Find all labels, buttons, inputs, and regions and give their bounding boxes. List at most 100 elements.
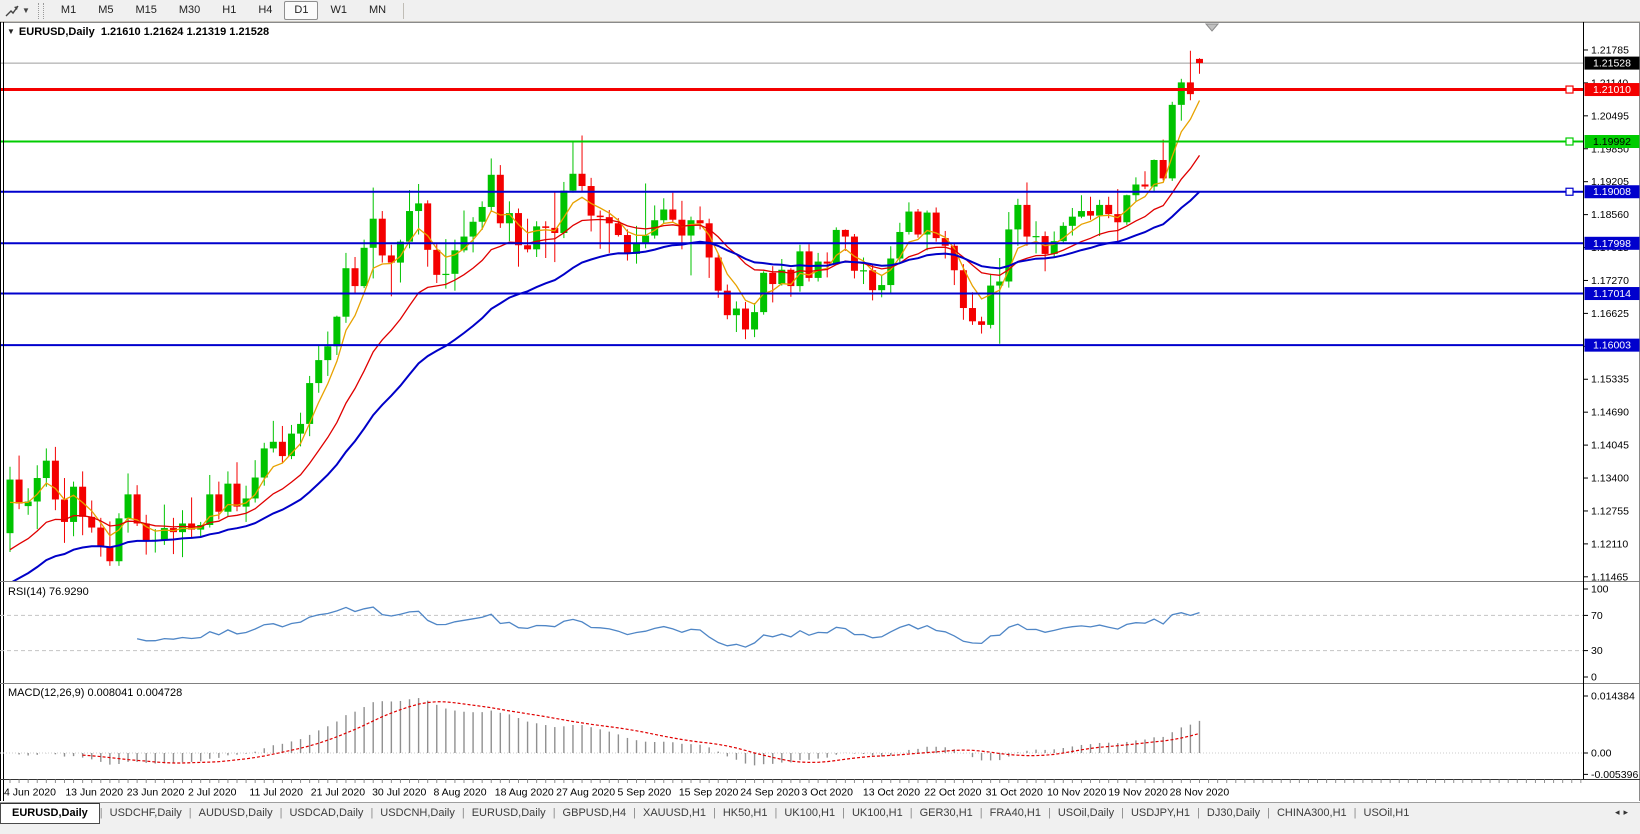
symbol-tab-6-gbpusd-h4[interactable]: GBPUSD,H4 bbox=[562, 807, 627, 819]
symbol-tab-11-ger30-h1[interactable]: GER30,H1 bbox=[919, 807, 973, 819]
timeframe-button-m1[interactable]: M1 bbox=[60, 4, 77, 16]
date-label: 18 Aug 2020 bbox=[495, 787, 554, 799]
symbol-tab-4-usdcnh-daily[interactable]: USDCNH,Daily bbox=[380, 807, 455, 819]
svg-text:1.17014: 1.17014 bbox=[1593, 288, 1631, 300]
toolbar-grip bbox=[37, 2, 44, 19]
current-price-badge: 1.21528 bbox=[1584, 56, 1640, 70]
svg-text:1.15335: 1.15335 bbox=[1591, 374, 1629, 386]
symbol-tab-0-eurusd-daily[interactable]: EURUSD,Daily bbox=[0, 803, 100, 824]
tab-separator: | bbox=[461, 807, 465, 819]
symbol-tab-14-usdjpy-h1[interactable]: USDJPY,H1 bbox=[1130, 807, 1191, 819]
date-label: 27 Aug 2020 bbox=[556, 787, 615, 799]
tab-separator: | bbox=[842, 807, 845, 819]
tab-separator: | bbox=[1121, 807, 1124, 819]
chart-ohlc-values: 1.21610 1.21624 1.21319 1.21528 bbox=[100, 26, 270, 38]
timeframe-button-d1[interactable]: D1 bbox=[284, 1, 319, 20]
one-click-trading-toggle-icon[interactable]: ▼ bbox=[7, 27, 15, 36]
svg-text:1.12755: 1.12755 bbox=[1591, 505, 1629, 517]
svg-text:100: 100 bbox=[1591, 584, 1609, 596]
date-label: 15 Sep 2020 bbox=[679, 787, 739, 799]
symbol-tab-5-eurusd-daily[interactable]: EURUSD,Daily bbox=[471, 807, 546, 819]
svg-text:1.21010: 1.21010 bbox=[1593, 84, 1631, 96]
moving-average-line-5 bbox=[9, 100, 1201, 537]
symbol-tab-13-usoil-daily[interactable]: USOil,Daily bbox=[1057, 807, 1115, 819]
date-label: 13 Oct 2020 bbox=[863, 787, 920, 799]
symbol-tab-12-fra40-h1[interactable]: FRA40,H1 bbox=[989, 807, 1041, 819]
svg-text:30: 30 bbox=[1591, 645, 1603, 657]
price-badge-1.21010: 1.21010 bbox=[1584, 83, 1640, 97]
symbol-tab-17-usoil-h1[interactable]: USOil,H1 bbox=[1363, 807, 1410, 819]
macd-indicator-label: MACD(12,26,9) 0.008041 0.004728 bbox=[8, 687, 183, 699]
timeframe-button-m30[interactable]: M30 bbox=[178, 4, 201, 16]
price-axis-ticks: 1.217851.211401.204951.198501.192051.185… bbox=[1583, 44, 1629, 583]
tab-separator: | bbox=[1267, 807, 1270, 819]
symbol-tab-7-xauusd-h1[interactable]: XAUUSD,H1 bbox=[642, 807, 706, 819]
svg-text:1.21785: 1.21785 bbox=[1591, 44, 1629, 56]
svg-text:1.19992: 1.19992 bbox=[1593, 136, 1631, 148]
tab-scroll-left-icon[interactable]: ◂ bbox=[1614, 807, 1624, 817]
rsi-line bbox=[136, 606, 1200, 648]
symbol-tab-1-usdchf-daily[interactable]: USDCHF,Daily bbox=[109, 807, 182, 819]
level-handle-1.19008[interactable] bbox=[1565, 187, 1574, 196]
tab-scroll-right-icon[interactable]: ▸ bbox=[1623, 807, 1632, 817]
price-badge-1.19992: 1.19992 bbox=[1584, 135, 1640, 149]
tab-separator: | bbox=[1197, 807, 1200, 819]
date-label: 22 Oct 2020 bbox=[924, 787, 981, 799]
level-handle-1.19992[interactable] bbox=[1565, 137, 1574, 146]
symbol-tab-16-china300-h1[interactable]: CHINA300,H1 bbox=[1276, 807, 1347, 819]
date-label: 5 Sep 2020 bbox=[618, 787, 672, 799]
svg-text:0.014384: 0.014384 bbox=[1591, 690, 1635, 702]
symbol-tab-9-uk100-h1[interactable]: UK100,H1 bbox=[784, 807, 836, 819]
svg-text:1.21528: 1.21528 bbox=[1593, 58, 1631, 70]
toolbar-separator bbox=[403, 2, 405, 19]
symbol-tabs: EURUSD,Daily | USDCHF,Daily | AUDUSD,Daily | U… bbox=[0, 803, 1416, 824]
svg-text:1.19008: 1.19008 bbox=[1593, 186, 1631, 198]
date-label: 4 Jun 2020 bbox=[4, 787, 56, 799]
top-toolbar: ▼ M1 M5 M15 M30 H1 H4 D1 W1 MN bbox=[0, 0, 1640, 22]
date-label: 2 Jul 2020 bbox=[188, 787, 237, 799]
tab-separator: | bbox=[370, 807, 374, 819]
symbol-tab-2-audusd-daily[interactable]: AUDUSD,Daily bbox=[198, 807, 273, 819]
timeframe-button-h4[interactable]: H4 bbox=[258, 4, 273, 16]
timeframe-button-m5[interactable]: M5 bbox=[98, 4, 114, 16]
chart-title: ▼ EURUSD,Daily 1.21610 1.21624 1.21319 1.… bbox=[7, 26, 269, 38]
price-badge-1.17998: 1.17998 bbox=[1584, 236, 1640, 250]
timeframe-button-h1[interactable]: H1 bbox=[222, 4, 237, 16]
timeframe-button-mn[interactable]: MN bbox=[368, 4, 387, 16]
tab-separator: | bbox=[712, 807, 716, 819]
svg-text:1.14045: 1.14045 bbox=[1591, 440, 1629, 452]
timeframe-button-w1[interactable]: W1 bbox=[330, 4, 347, 16]
date-axis: 4 Jun 2020 13 Jun 2020 23 Jun 2020 2 Jul 20… bbox=[4, 779, 1582, 799]
symbol-tab-bar: EURUSD,Daily | USDCHF,Daily | AUDUSD,Daily | U… bbox=[0, 802, 1640, 834]
timeframe-button-group: M1 M5 M15 M30 H1 H4 D1 W1 MN bbox=[50, 1, 397, 20]
svg-text:0.00: 0.00 bbox=[1591, 748, 1612, 760]
tab-separator: | bbox=[1353, 807, 1357, 819]
symbol-tab-10-uk100-h1[interactable]: UK100,H1 bbox=[851, 807, 903, 819]
candlestick-series bbox=[6, 50, 1203, 566]
svg-text:1.16003: 1.16003 bbox=[1593, 340, 1631, 352]
date-label: 30 Jul 2020 bbox=[372, 787, 426, 799]
svg-text:0: 0 bbox=[1591, 672, 1597, 684]
timeframe-button-m15[interactable]: M15 bbox=[135, 4, 157, 16]
chart-canvas[interactable]: 1.217851.211401.204951.198501.192051.185… bbox=[0, 0, 1640, 801]
macd-signal-line bbox=[82, 701, 1200, 764]
tab-separator: | bbox=[774, 807, 778, 819]
level-handle-1.21010[interactable] bbox=[1565, 85, 1574, 94]
svg-text:1.20495: 1.20495 bbox=[1591, 110, 1629, 122]
tab-scroll-nav: ◂▸ bbox=[1611, 803, 1640, 818]
date-label: 10 Nov 2020 bbox=[1047, 787, 1107, 799]
svg-text:1.14690: 1.14690 bbox=[1591, 407, 1629, 419]
svg-text:70: 70 bbox=[1591, 610, 1603, 622]
date-label: 19 Nov 2020 bbox=[1108, 787, 1168, 799]
cursor-tool-button[interactable]: ▼ bbox=[0, 0, 34, 21]
svg-text:1.12110: 1.12110 bbox=[1591, 538, 1628, 550]
date-label: 28 Nov 2020 bbox=[1170, 787, 1230, 799]
chart-shift-marker-icon[interactable] bbox=[1204, 23, 1220, 32]
tab-separator: | bbox=[633, 807, 636, 819]
symbol-tab-15-dj30-daily[interactable]: DJ30,Daily bbox=[1206, 807, 1261, 819]
moving-average-line-15 bbox=[9, 155, 1201, 551]
macd-histogram bbox=[18, 698, 1201, 766]
rsi-axis-ticks: 100 70 30 0 bbox=[1583, 584, 1609, 684]
symbol-tab-3-usdcad-daily[interactable]: USDCAD,Daily bbox=[289, 807, 364, 819]
symbol-tab-8-hk50-h1[interactable]: HK50,H1 bbox=[722, 807, 768, 819]
